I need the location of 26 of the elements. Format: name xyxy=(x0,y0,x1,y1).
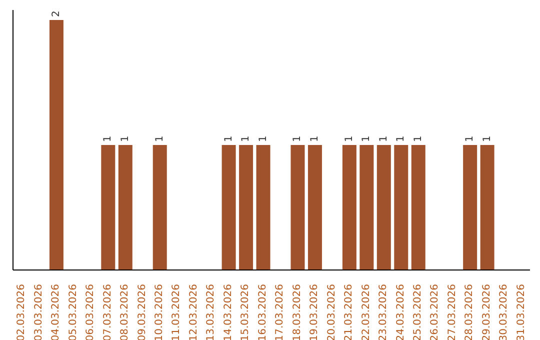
data-label: 1 xyxy=(309,136,320,142)
data-label: 2 xyxy=(50,10,62,17)
x-tick-label: 14.03.2026 xyxy=(222,284,234,340)
x-tick-label: 18.03.2026 xyxy=(292,284,303,340)
x-tick-label: 10.03.2026 xyxy=(154,284,165,340)
x-tick-label: 15.03.2026 xyxy=(240,284,252,340)
data-label: 1 xyxy=(120,136,131,142)
data-label: 1 xyxy=(482,136,493,142)
x-tick-label: 19.03.2026 xyxy=(309,284,320,340)
x-tick-label: 11.03.2026 xyxy=(171,284,182,340)
x-tick-label: 16.03.2026 xyxy=(257,284,268,340)
data-label: 1 xyxy=(258,136,269,142)
data-label: 1 xyxy=(361,136,372,142)
data-label: 1 xyxy=(344,136,355,142)
data-label: 1 xyxy=(396,136,407,142)
data-label: 1 xyxy=(154,136,166,142)
data-label: 1 xyxy=(223,136,234,142)
x-tick-label: 13.03.2026 xyxy=(206,284,217,340)
x-tick-label: 12.03.2026 xyxy=(188,284,200,340)
data-label: 1 xyxy=(378,136,390,142)
data-label: 1 xyxy=(292,136,304,142)
x-tick-label: 17.03.2026 xyxy=(274,284,286,340)
data-label: 1 xyxy=(102,136,114,142)
data-label: 1 xyxy=(240,136,252,142)
data-label: 1 xyxy=(464,136,476,142)
data-label: 1 xyxy=(412,136,424,142)
